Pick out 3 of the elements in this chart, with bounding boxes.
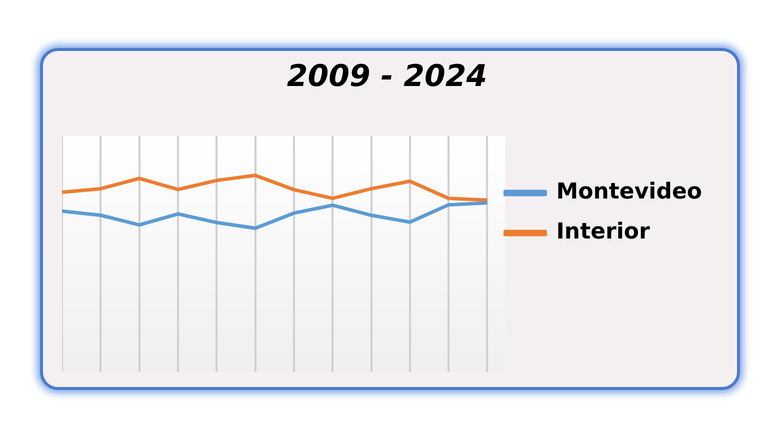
legend-label: Montevideo (556, 180, 702, 205)
chart-title: 2009 - 2024 (286, 58, 488, 94)
legend-label: Interior (556, 220, 650, 245)
